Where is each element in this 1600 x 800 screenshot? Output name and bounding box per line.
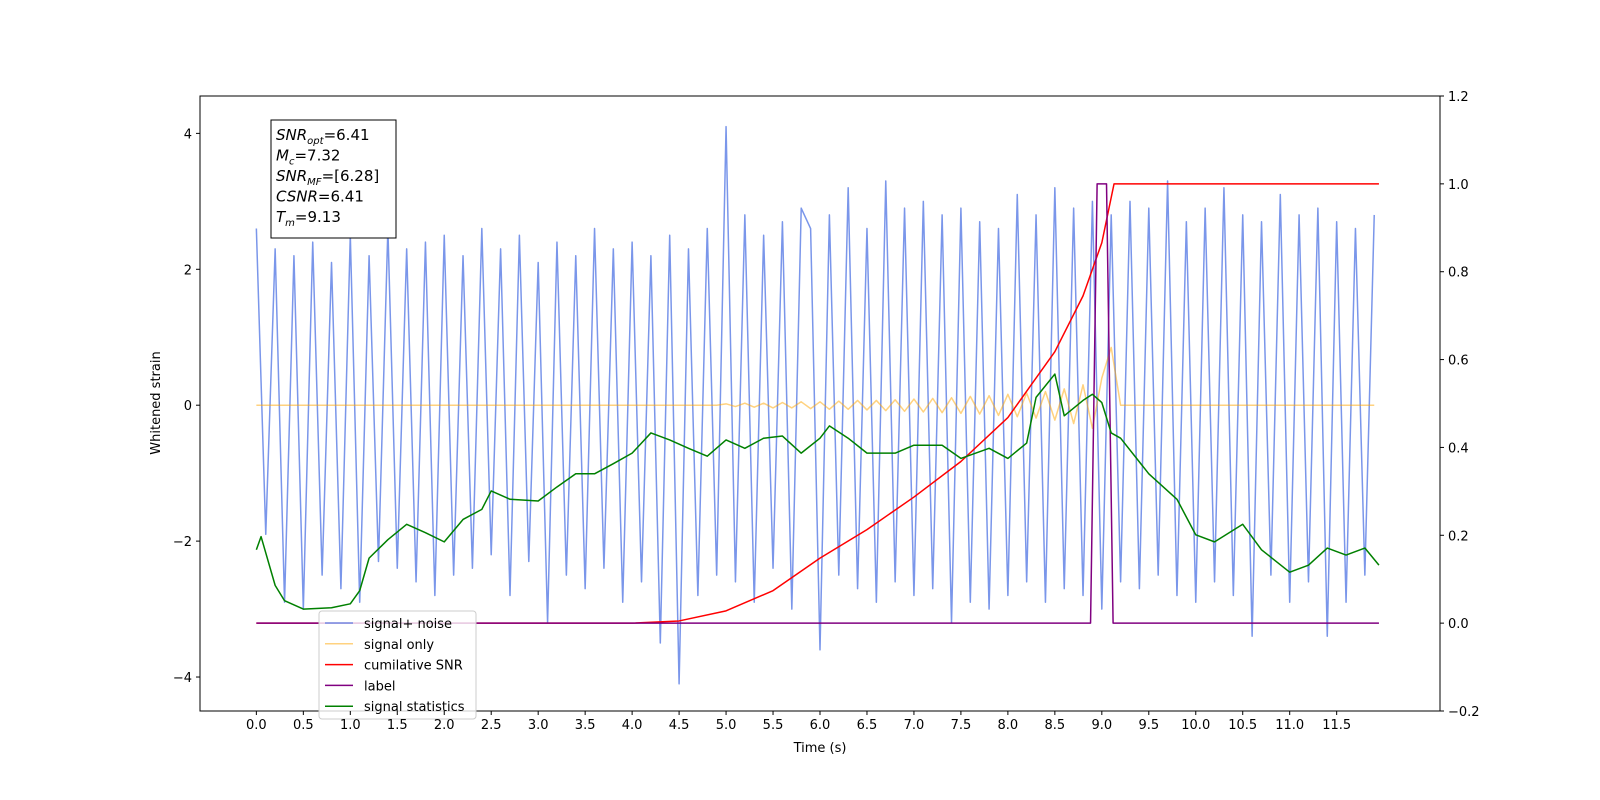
x-tick-label: 3.5 [575,718,596,733]
x-tick-label: 1.0 [340,718,361,733]
x-axis-label: Time (s) [793,741,847,756]
x-tick-label: 10.5 [1228,718,1257,733]
series-layer [255,125,1380,685]
annotation-value: =[6.28] [322,167,380,185]
x-tick-label: 8.5 [1045,718,1066,733]
x-tick-label: 4.0 [622,718,643,733]
annotation: Tm=9.13 [276,208,341,229]
x-tick-label: 4.5 [669,718,690,733]
y2-tick-label: 1.0 [1448,178,1469,193]
y2-tick-label: −0.2 [1448,705,1480,720]
annotation: CSNR=6.41 [276,188,364,206]
x-tick-label: 11.5 [1322,718,1351,733]
x-tick-label: 0.5 [293,718,314,733]
series-line [255,373,1380,610]
annotation-base: T [276,208,287,226]
annotation: Mc=7.32 [276,147,340,168]
x-tick-label: 6.5 [857,718,878,733]
series-line [256,183,1379,624]
x-tick-label: 8.0 [998,718,1019,733]
annotation: SNRopt=6.41 [276,126,370,147]
annotation-base: SNR [276,126,307,144]
x-tick-label: 10.0 [1181,718,1210,733]
x-tick-label: 2.0 [434,718,455,733]
y2-tick-label: 0.0 [1448,617,1469,632]
legend-label: label [364,679,395,694]
series-line [255,125,1375,685]
y2-tick-label: 0.4 [1448,441,1469,456]
annotation-value: =6.41 [318,188,364,206]
annotation-base: SNR [276,167,307,185]
annotation-value: =6.41 [324,126,370,144]
legend-label: signal+ noise [364,617,452,632]
annotation-base: M [276,147,289,165]
x-tick-label: 9.0 [1091,718,1112,733]
annotation-sub: c [289,157,295,168]
y2-tick-label: 0.8 [1448,266,1469,281]
annotation-sub: MF [307,177,322,188]
x-tick-label: 1.5 [387,718,408,733]
annotation-base: CSNR [276,188,318,206]
legend-box [318,610,477,720]
y-tick-label: 4 [184,127,192,142]
y-tick-label: −4 [173,671,192,686]
series-line [256,346,1375,430]
y-tick-label: 0 [184,399,192,414]
x-tick-label: 3.0 [528,718,549,733]
legend-label: signal statistics [364,700,465,715]
y2-tick-label: 1.2 [1448,90,1469,105]
annotation-value: =7.32 [294,147,340,165]
x-tick-label: 2.5 [481,718,502,733]
x-tick-label: 5.0 [716,718,737,733]
x-tick-label: 6.0 [810,718,831,733]
legend: signal+ noise signal only cumilative SNR la… [325,617,465,715]
x-tick-label: 7.0 [904,718,925,733]
y2-tick-label: 0.6 [1448,354,1469,369]
x-tick-label: 11.0 [1275,718,1304,733]
annotation-sub: m [285,218,295,229]
y2-tick-label: 0.2 [1448,529,1469,544]
x-tick-label: 0.0 [246,718,267,733]
annotation-value: =9.13 [295,208,341,226]
annotation-sub: opt [307,136,324,147]
annotation-layer: SNRopt=6.41Mc=7.32SNRMF=[6.28]CSNR=6.41T… [276,126,379,229]
legend-label: signal only [364,638,434,653]
annotation-box [270,119,397,239]
annotation: SNRMF=[6.28] [276,167,379,188]
y-tick-label: 2 [184,263,192,278]
x-tick-label: 9.5 [1138,718,1159,733]
x-tick-label: 5.5 [763,718,784,733]
x-tick-label: 7.5 [951,718,972,733]
y-tick-label: −2 [173,535,192,550]
y-axis-label: Whitened strain [149,351,164,454]
legend-label: cumilative SNR [364,659,463,674]
